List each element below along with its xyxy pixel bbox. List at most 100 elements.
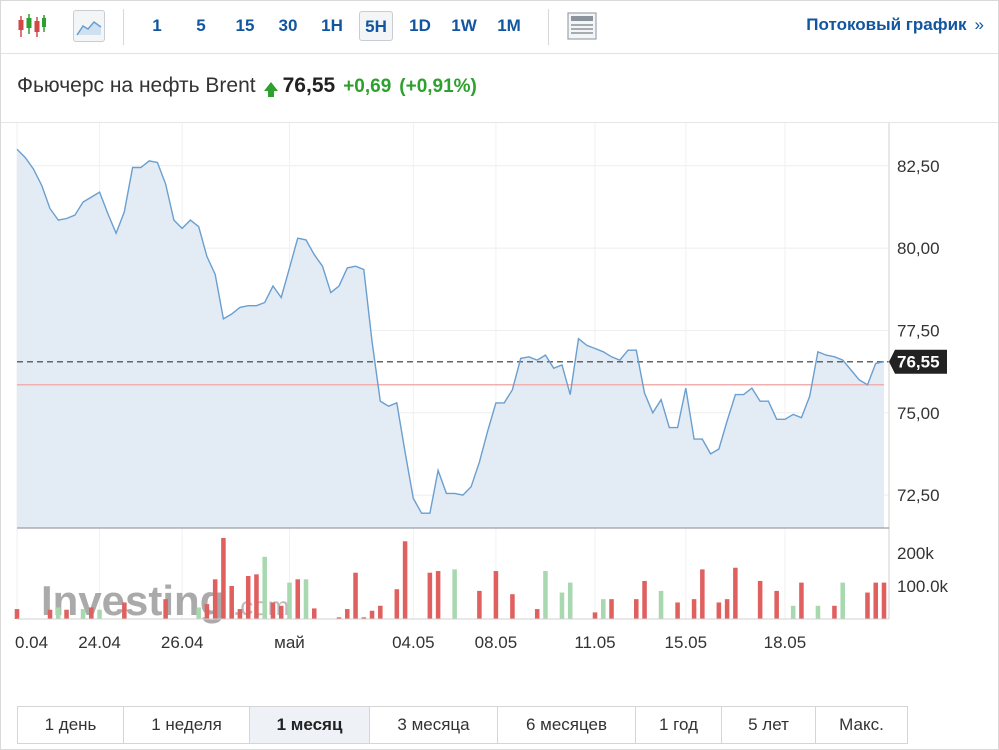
- x-tick-label: 24.04: [78, 633, 121, 652]
- volume-bar: [254, 574, 259, 619]
- volume-bar: [361, 617, 367, 619]
- period-5-years[interactable]: 5 лет: [722, 707, 816, 743]
- volume-bar: [716, 602, 722, 619]
- y-tick-label: 80,00: [897, 239, 940, 258]
- volume-bar: [402, 541, 408, 619]
- volume-bar: [278, 605, 284, 619]
- volume-bar: [345, 609, 350, 619]
- candlestick-chart-icon[interactable]: [15, 10, 47, 42]
- volume-bar: [221, 537, 226, 619]
- volume-bar: [204, 604, 210, 619]
- toolbar-divider: [548, 9, 549, 45]
- timeframe-15[interactable]: 15: [235, 16, 255, 35]
- toolbar: 1 5 15 30 1H 5H 1D 1W 1M Потоковый графи…: [1, 1, 998, 54]
- y-tick-label: 82,50: [897, 157, 940, 176]
- axes: 82,50 80,00 77,50 75,00 72,50 0.04 24.04 26.04 м…: [15, 123, 949, 652]
- volume-bar: [163, 599, 168, 619]
- period-max[interactable]: Макс.: [839, 715, 884, 734]
- last-price: 76,55: [282, 74, 336, 97]
- period-6-months[interactable]: 6 месяцев: [498, 707, 636, 743]
- volume-bar: [559, 592, 565, 619]
- watermark-brand: Investing: [41, 577, 225, 624]
- volume-bar: [14, 609, 20, 619]
- volume-bar: [122, 602, 127, 619]
- volume-bar: [56, 607, 61, 619]
- x-tick-label: 26.04: [161, 633, 204, 652]
- volume-bars: [14, 537, 887, 619]
- y-tick-label: 72,50: [897, 486, 940, 505]
- volume-tick-label: 200k: [897, 544, 934, 563]
- period-1-week[interactable]: 1 неделя: [124, 707, 250, 743]
- volume-bar: [592, 612, 598, 619]
- period-1-month[interactable]: 1 месяц: [250, 707, 370, 743]
- volume-bar: [658, 590, 664, 619]
- x-tick-label: 0.04: [15, 633, 48, 652]
- volume-bar: [790, 605, 796, 619]
- stream-chart-link[interactable]: Потоковый график »: [806, 15, 984, 35]
- volume-bar: [89, 607, 94, 619]
- volume-bar: [196, 607, 201, 619]
- volume-bar: [675, 602, 680, 619]
- timeframe-1w[interactable]: 1W: [451, 16, 477, 35]
- volume-bar: [427, 572, 433, 619]
- price-change: +0,69: [343, 76, 392, 97]
- price-change-percent: (+0,91%): [399, 76, 477, 97]
- volume-bar: [477, 590, 482, 619]
- price-area: [17, 149, 884, 529]
- volume-bar: [691, 599, 697, 619]
- timeframe-1h[interactable]: 1H: [321, 16, 343, 35]
- instrument-header: Фьючерс на нефть Brent 76,55 +0,69 (+0,91%): [17, 72, 477, 100]
- timeframe-1d[interactable]: 1D: [409, 16, 431, 35]
- toolbar-divider: [123, 9, 124, 45]
- header-divider: [1, 122, 998, 123]
- period-selector: 1 день 1 неделя 1 месяц 3 месяца 6 месяц…: [17, 706, 908, 744]
- price-tag-box: [889, 349, 947, 374]
- volume-bar: [774, 590, 779, 619]
- volume-bar: [262, 556, 267, 619]
- volume-bar: [245, 576, 251, 619]
- volume-bar: [634, 599, 639, 619]
- volume-bar: [700, 569, 705, 619]
- volume-bar: [394, 589, 400, 619]
- stream-chart-label: Потоковый график: [806, 15, 967, 34]
- volume-bar: [832, 605, 837, 619]
- volume-bar: [229, 585, 234, 619]
- timeframe-1m[interactable]: 1M: [497, 16, 521, 35]
- period-1-day[interactable]: 1 день: [18, 707, 124, 743]
- timeframe-1[interactable]: 1: [152, 16, 162, 35]
- price-chart[interactable]: Investing .com 82,5080,0077,5075,0072,50…: [1, 123, 998, 703]
- volume-bar: [336, 617, 342, 619]
- current-price-label: 76,55: [897, 353, 940, 372]
- period-3-months[interactable]: 3 месяца: [370, 707, 498, 743]
- timeframe-5[interactable]: 5: [196, 16, 206, 35]
- volume-bar: [353, 572, 358, 619]
- timeframe-5h[interactable]: 5H: [359, 11, 393, 41]
- x-tick-label: май: [274, 633, 305, 652]
- volume-bar: [543, 571, 548, 619]
- volume-bar: [799, 582, 804, 619]
- x-tick-label: 15.05: [665, 633, 708, 652]
- period-1-year[interactable]: 1 год: [636, 707, 722, 743]
- volume-bar: [47, 609, 53, 619]
- volume-bar: [510, 594, 515, 619]
- news-panel-icon[interactable]: [566, 10, 598, 42]
- timeframe-30[interactable]: 30: [278, 16, 298, 35]
- volume-bar: [369, 610, 375, 619]
- x-tick-label: 18.05: [764, 633, 807, 652]
- volume-bar: [567, 582, 573, 619]
- volume-bar: [212, 579, 218, 619]
- y-tick-label: 77,50: [897, 321, 940, 340]
- current-price-tag: 76,55: [889, 349, 947, 374]
- x-tick-label: 04.05: [392, 633, 435, 652]
- volume-bar: [435, 571, 441, 619]
- line-chart-icon[interactable]: [73, 10, 105, 42]
- x-tick-label: 11.05: [574, 633, 615, 652]
- volume-bar: [642, 580, 647, 619]
- volume-bar: [865, 592, 870, 619]
- volume-bar: [493, 571, 499, 619]
- volume-bar: [378, 605, 383, 619]
- volume-bar: [840, 582, 845, 619]
- volume-bar: [452, 569, 457, 619]
- volume-bar: [303, 579, 309, 619]
